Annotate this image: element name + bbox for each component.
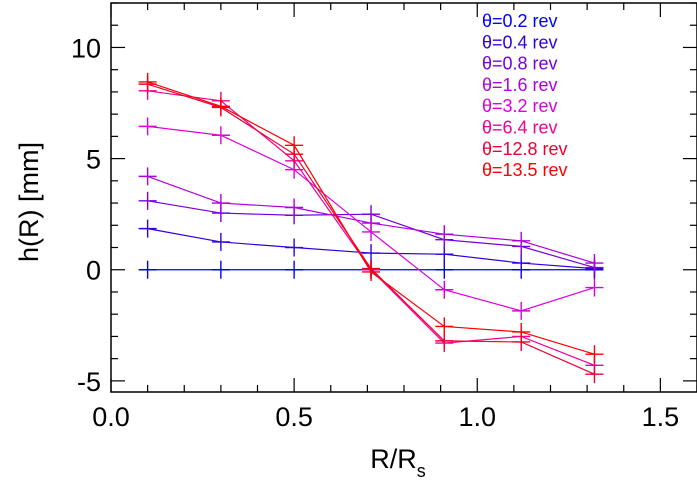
data-point (512, 254, 531, 273)
data-point (362, 244, 381, 263)
x-axis-label: R/Rs (370, 444, 426, 481)
data-point (138, 191, 157, 210)
legend-item: θ=13.5 rev (482, 160, 568, 180)
data-point (138, 167, 157, 186)
legend-item: θ=1.6 rev (482, 75, 558, 95)
data-point (585, 254, 604, 273)
legend-item: θ=12.8 rev (482, 139, 568, 159)
x-axis-label-main: R/R (370, 444, 417, 474)
legend-item: θ=6.4 rev (482, 118, 558, 138)
legend-item: θ=0.8 rev (482, 54, 558, 74)
data-point (362, 262, 381, 281)
data-point (435, 317, 454, 336)
data-point (285, 136, 304, 155)
data-point (512, 322, 531, 341)
x-tick-label: 1.0 (458, 402, 496, 432)
series-group (138, 72, 604, 384)
data-point (285, 198, 304, 217)
data-point (585, 345, 604, 364)
x-axis-label-subscript: s (417, 461, 426, 481)
y-axis-label: h(R) [mm] (14, 142, 44, 262)
data-point (435, 280, 454, 299)
x-tick-label: 1.5 (642, 402, 680, 432)
data-point (362, 222, 381, 241)
y-tick-label: 5 (86, 145, 101, 175)
data-point (585, 278, 604, 297)
legend-item: θ=0.4 rev (482, 32, 558, 52)
plot-frame (110, 2, 697, 393)
data-point (138, 117, 157, 136)
data-point (138, 260, 157, 279)
axes-frame (110, 2, 697, 393)
data-point (138, 219, 157, 238)
data-point (512, 301, 531, 320)
data-point (435, 260, 454, 279)
x-tick-label: 0.0 (92, 402, 130, 432)
data-point (211, 97, 230, 116)
data-point (138, 72, 157, 91)
ticks (110, 2, 697, 392)
legend-item: θ=3.2 rev (482, 96, 558, 116)
series-8 (138, 72, 604, 364)
y-tick-label: -5 (77, 367, 101, 397)
y-tick-label: 10 (71, 33, 101, 63)
series-5 (138, 117, 604, 320)
legend-item: θ=0.2 rev (482, 11, 558, 31)
x-tick-label: 0.5 (275, 402, 313, 432)
data-point (435, 225, 454, 244)
data-point (211, 260, 230, 279)
data-point (512, 231, 531, 250)
y-tick-label: 0 (86, 256, 101, 286)
tick-labels: 0.0 0.5 1.0 1.5 -5 0 5 10 (71, 33, 679, 432)
data-point (285, 260, 304, 279)
data-point (285, 238, 304, 257)
data-point (585, 365, 604, 384)
data-point (211, 194, 230, 213)
data-point (211, 232, 230, 251)
data-point (211, 126, 230, 145)
